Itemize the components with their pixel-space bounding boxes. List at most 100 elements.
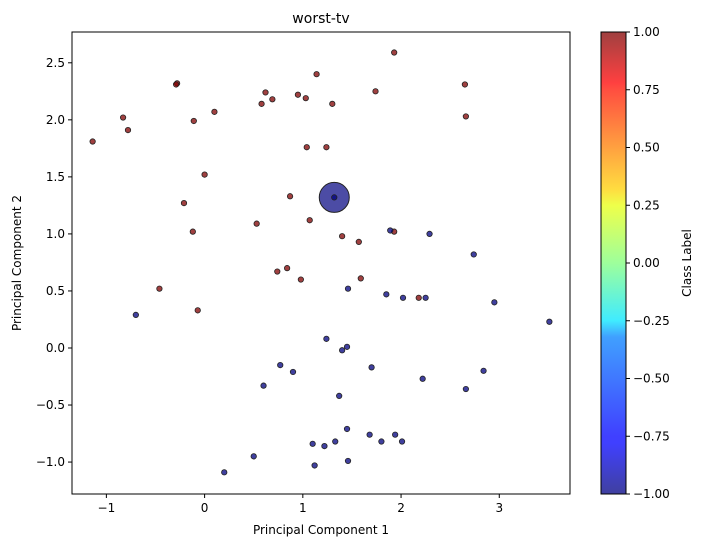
- colorbar-tick-label: 0.00: [633, 256, 660, 270]
- point-class-pos: [302, 95, 309, 102]
- point-class-pos: [294, 91, 302, 98]
- point-class-neg: [462, 385, 469, 393]
- point-class-neg: [336, 392, 343, 399]
- x-tick-label: 3: [495, 501, 503, 515]
- point-class-pos: [284, 265, 291, 272]
- colorbar-tick-label: 0.50: [633, 141, 660, 155]
- point-class-neg: [422, 294, 429, 301]
- point-class-neg: [392, 431, 399, 438]
- point-class-pos: [286, 193, 294, 200]
- point-class-pos: [258, 100, 265, 107]
- point-class-neg: [260, 382, 267, 389]
- point-class-pos: [274, 268, 281, 275]
- y-axis-label: Principal Component 2: [10, 195, 24, 331]
- point-class-neg: [480, 367, 487, 374]
- point-class-pos: [462, 113, 469, 120]
- plot-frame: [71, 31, 571, 495]
- point-class-neg: [321, 442, 328, 450]
- point-class-pos: [306, 217, 313, 224]
- point-class-pos: [189, 228, 196, 235]
- point-class-neg: [383, 291, 390, 298]
- point-class-neg: [311, 462, 318, 469]
- point-class-pos: [415, 294, 422, 301]
- y-axis: −1.0 −0.5 0.0 0.5 1.0 1.5 2.0 2.5: [36, 56, 72, 469]
- point-class-neg: [366, 431, 373, 438]
- point-class-pos: [355, 238, 362, 245]
- y-tick-label: −0.5: [36, 398, 65, 412]
- points-layer: [89, 49, 553, 476]
- point-class-neg: [250, 453, 257, 460]
- point-class-neg: [419, 375, 426, 382]
- y-tick-label: 2.5: [46, 56, 65, 70]
- y-tick-label: 0.5: [46, 284, 65, 298]
- point-class-pos: [269, 96, 276, 103]
- colorbar: [600, 31, 627, 495]
- colorbar-tick-label: −0.50: [633, 372, 670, 386]
- colorbar-tick-label: 0.25: [633, 198, 660, 212]
- colorbar-tick-label: 0.75: [633, 83, 660, 97]
- point-class-neg: [343, 425, 351, 433]
- point-class-pos: [357, 275, 364, 282]
- point-class-neg: [426, 230, 433, 238]
- y-tick-label: 2.0: [46, 113, 65, 127]
- colorbar-tick-label: −1.00: [633, 487, 670, 501]
- point-class-neg: [368, 364, 375, 371]
- point-class-pos: [89, 138, 96, 145]
- point-class-pos: [313, 71, 320, 78]
- point-class-pos: [156, 285, 163, 292]
- y-tick-label: −1.0: [36, 455, 65, 469]
- point-class-neg: [491, 299, 498, 306]
- point-class-neg: [332, 438, 339, 445]
- x-axis: −1 0 1 2 3: [98, 494, 503, 515]
- point-class-pos: [194, 307, 201, 314]
- point-class-pos: [303, 144, 310, 151]
- point-class-neg: [339, 347, 346, 354]
- point-class-pos: [329, 100, 336, 107]
- point-class-pos: [190, 117, 197, 125]
- point-class-neg: [546, 318, 553, 325]
- colorbar-tick-label: −0.75: [633, 429, 670, 443]
- point-class-pos: [297, 276, 304, 283]
- point-class-pos: [262, 89, 269, 96]
- point-class-neg: [323, 335, 330, 342]
- point-class-neg: [309, 440, 316, 447]
- chart-title: worst-tv: [292, 11, 349, 27]
- point-class-pos: [211, 108, 218, 115]
- point-class-neg: [344, 285, 352, 292]
- point-class-pos: [323, 144, 330, 151]
- point-class-neg: [344, 457, 352, 465]
- point-class-neg: [470, 251, 477, 258]
- point-class-neg: [398, 438, 406, 445]
- y-tick-label: 1.5: [46, 170, 65, 184]
- point-class-neg: [221, 469, 228, 476]
- point-class-pos: [391, 49, 398, 56]
- x-tick-label: 2: [397, 501, 405, 515]
- point-class-neg: [289, 368, 297, 376]
- point-class-neg: [399, 294, 407, 301]
- colorbar-tick-label: 1.00: [633, 25, 660, 39]
- point-class-pos: [339, 233, 346, 240]
- colorbar-tick-label: −0.25: [633, 314, 670, 328]
- point-class-neg: [378, 438, 385, 445]
- point-class-neg: [343, 343, 351, 350]
- colorbar-axis: 1.00 0.75 0.50 0.25 0.00 −0.25 −0.50 −0.75 −1.00: [626, 25, 670, 501]
- x-tick-label: 1: [299, 501, 307, 515]
- point-class-pos: [372, 88, 379, 95]
- point-class-pos: [201, 171, 208, 178]
- point-class-pos: [253, 220, 260, 227]
- point-class-pos: [461, 81, 468, 88]
- point-class-neg: [331, 194, 338, 201]
- y-tick-label: 0.0: [46, 341, 65, 355]
- point-class-pos: [119, 114, 127, 121]
- x-tick-label: 0: [201, 501, 209, 515]
- point-class-neg: [277, 361, 284, 369]
- point-class-neg: [132, 311, 139, 319]
- point-class-pos: [124, 127, 132, 134]
- y-tick-label: 1.0: [46, 227, 65, 241]
- colorbar-label: Class Label: [680, 229, 694, 297]
- point-class-pos: [180, 200, 188, 207]
- x-tick-label: −1: [98, 501, 116, 515]
- x-axis-label: Principal Component 1: [253, 523, 389, 537]
- point-class-pos: [173, 81, 180, 88]
